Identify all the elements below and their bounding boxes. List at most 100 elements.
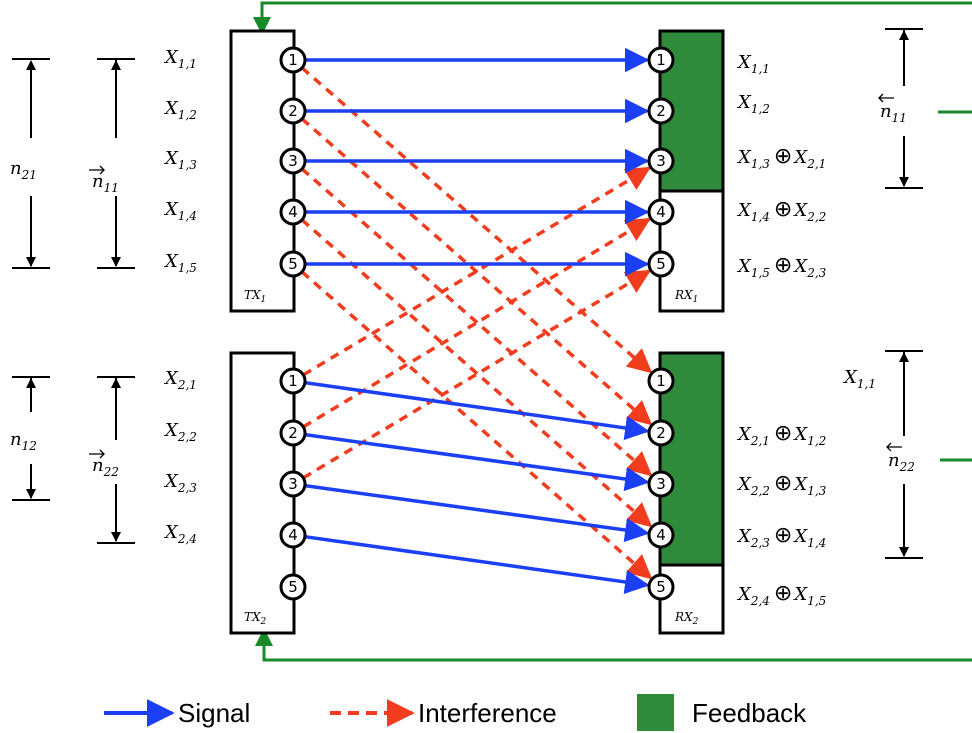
svg-text:2: 2 [288, 424, 298, 442]
rx2-node-5: 5 [647, 573, 675, 601]
tx2-input-label-2: X2,2 [163, 420, 197, 444]
svg-text:5: 5 [656, 578, 666, 596]
tx2-input-label-1: X2,1 [163, 368, 197, 392]
signal-tx2-3-to-rx2-4 [304, 483, 650, 543]
svg-text:5: 5 [288, 255, 298, 273]
bracket-arrowheads [26, 30, 909, 557]
svg-text:n22: n22 [888, 450, 915, 474]
feedback-loops [253, 1, 972, 662]
rx1-output-label-2: X1,2 [736, 92, 770, 116]
signal-tx2-4-to-rx2-5 [304, 534, 650, 595]
svg-text:4: 4 [288, 203, 298, 221]
tx2-node-4: 4 [279, 521, 307, 549]
dim-label-n21: n21 [10, 158, 37, 182]
dimension-n22-back [885, 350, 923, 559]
rx2-output-label-1: X1,1 [842, 367, 876, 391]
rx1-node-4: 4 [647, 198, 675, 226]
rx2-output-label-4: X2,3 ⊕ X1,4 [736, 523, 826, 550]
dimension-n21 [12, 58, 50, 269]
rx1-output-label-3: X1,3 ⊕ X2,1 [736, 144, 826, 171]
legend-feedback-swatch [637, 694, 674, 731]
rx1-output-label-1: X1,1 [736, 52, 770, 76]
dim-label-n11-forward: n11 [89, 165, 119, 195]
dim-label-n22-forward: n22 [89, 449, 119, 479]
svg-text:n11: n11 [92, 171, 119, 195]
tx1-input-label-4: X1,4 [163, 199, 197, 223]
svg-text:1: 1 [656, 372, 666, 390]
links-layer [300, 47, 653, 595]
dim-label-n12: n12 [10, 429, 37, 453]
tx2-input-label-3: X2,3 [163, 471, 197, 495]
tx1-node-2: 2 [279, 97, 307, 125]
dim-label-n11-back: n11 [878, 93, 907, 125]
svg-text:n22: n22 [92, 455, 119, 479]
signal-tx2-1-to-rx2-2 [304, 380, 650, 441]
nodes-layer: 1 1 2 2 3 3 4 4 5 5 1 1 2 2 3 3 4 4 5 5 [279, 46, 675, 601]
rx1-output-label-5: X1,5 ⊕ X2,3 [736, 253, 827, 280]
rx1-node-5: 5 [647, 250, 675, 278]
tx2-node-1: 1 [279, 367, 307, 395]
feedback-line-bottom [255, 628, 972, 662]
svg-text:5: 5 [656, 255, 666, 273]
svg-text:5: 5 [288, 578, 298, 596]
svg-text:3: 3 [288, 152, 298, 170]
svg-text:1: 1 [656, 51, 666, 69]
rx1-node-2: 2 [647, 97, 675, 125]
tx1-node-1: 1 [279, 46, 307, 74]
svg-text:3: 3 [656, 152, 666, 170]
tx1-node-4: 4 [279, 198, 307, 226]
rx2-output-label-3: X2,2 ⊕ X1,3 [736, 471, 827, 498]
legend-signal-label: Signal [178, 698, 250, 728]
tx2-node-2: 2 [279, 419, 307, 447]
rx1-node-3: 3 [647, 147, 675, 175]
tx1-input-label-3: X1,3 [163, 148, 197, 172]
rx1-output-label-4: X1,4 ⊕ X2,2 [736, 197, 826, 224]
tx2-node-3: 3 [279, 470, 307, 498]
rx2-output-label-2: X2,1 ⊕ X1,2 [736, 421, 826, 448]
rx2-node-1: 1 [647, 367, 675, 395]
interference-tx2-1-to-rx1-3 [302, 166, 652, 377]
feedback-line-top [253, 1, 972, 35]
svg-text:1: 1 [288, 372, 298, 390]
rx2-node-4: 4 [647, 521, 675, 549]
tx1-node-3: 3 [279, 147, 307, 175]
svg-text:2: 2 [656, 424, 666, 442]
rx1-label: RX1 [674, 288, 698, 305]
svg-text:3: 3 [656, 475, 666, 493]
interference-tx1-3-to-rx2-3 [300, 167, 653, 477]
tx1-input-label-5: X1,5 [163, 251, 197, 275]
interference-tx1-1-to-rx2-1 [300, 66, 653, 374]
svg-text:3: 3 [288, 475, 298, 493]
dimension-n11-forward [97, 58, 135, 269]
tx2-label: TX2 [244, 610, 267, 627]
labels-layer: X1,1 X1,2 X1,3 X1,4 X1,5 X2,1 X2,2 X2,3 X2,4 X1,1… [163, 47, 876, 608]
interference-tx2-3-to-rx1-5 [302, 269, 652, 480]
dim-label-n22-back: n22 [886, 442, 915, 474]
tx1-node-5: 5 [279, 250, 307, 278]
rx2-output-label-5: X2,4 ⊕ X1,5 [736, 581, 826, 608]
svg-text:n11: n11 [880, 101, 907, 125]
svg-text:4: 4 [656, 526, 666, 544]
tx2-node-5: 5 [279, 573, 307, 601]
rx2-node-3: 3 [647, 470, 675, 498]
tx2-input-label-4: X2,4 [163, 522, 197, 546]
svg-text:2: 2 [656, 102, 666, 120]
rx2-label: RX2 [674, 610, 699, 627]
tx1-input-label-2: X1,2 [163, 98, 197, 122]
svg-text:4: 4 [656, 203, 666, 221]
svg-text:1: 1 [288, 51, 298, 69]
legend-interference-label: Interference [418, 698, 557, 728]
legend: Signal Interference Feedback [104, 694, 807, 731]
svg-text:2: 2 [288, 102, 298, 120]
interference-tx1-2-to-rx2-2 [300, 117, 653, 426]
svg-text:4: 4 [288, 526, 298, 544]
signal-tx2-2-to-rx2-3 [304, 432, 650, 492]
legend-feedback-label: Feedback [692, 698, 807, 728]
tx1-input-label-1: X1,1 [163, 47, 197, 71]
rx2-node-2: 2 [647, 419, 675, 447]
interference-tx1-4-to-rx2-4 [300, 218, 653, 528]
rx1-node-1: 1 [647, 46, 675, 74]
dimension-n22-forward [97, 376, 135, 544]
tx1-label: TX1 [244, 288, 266, 305]
